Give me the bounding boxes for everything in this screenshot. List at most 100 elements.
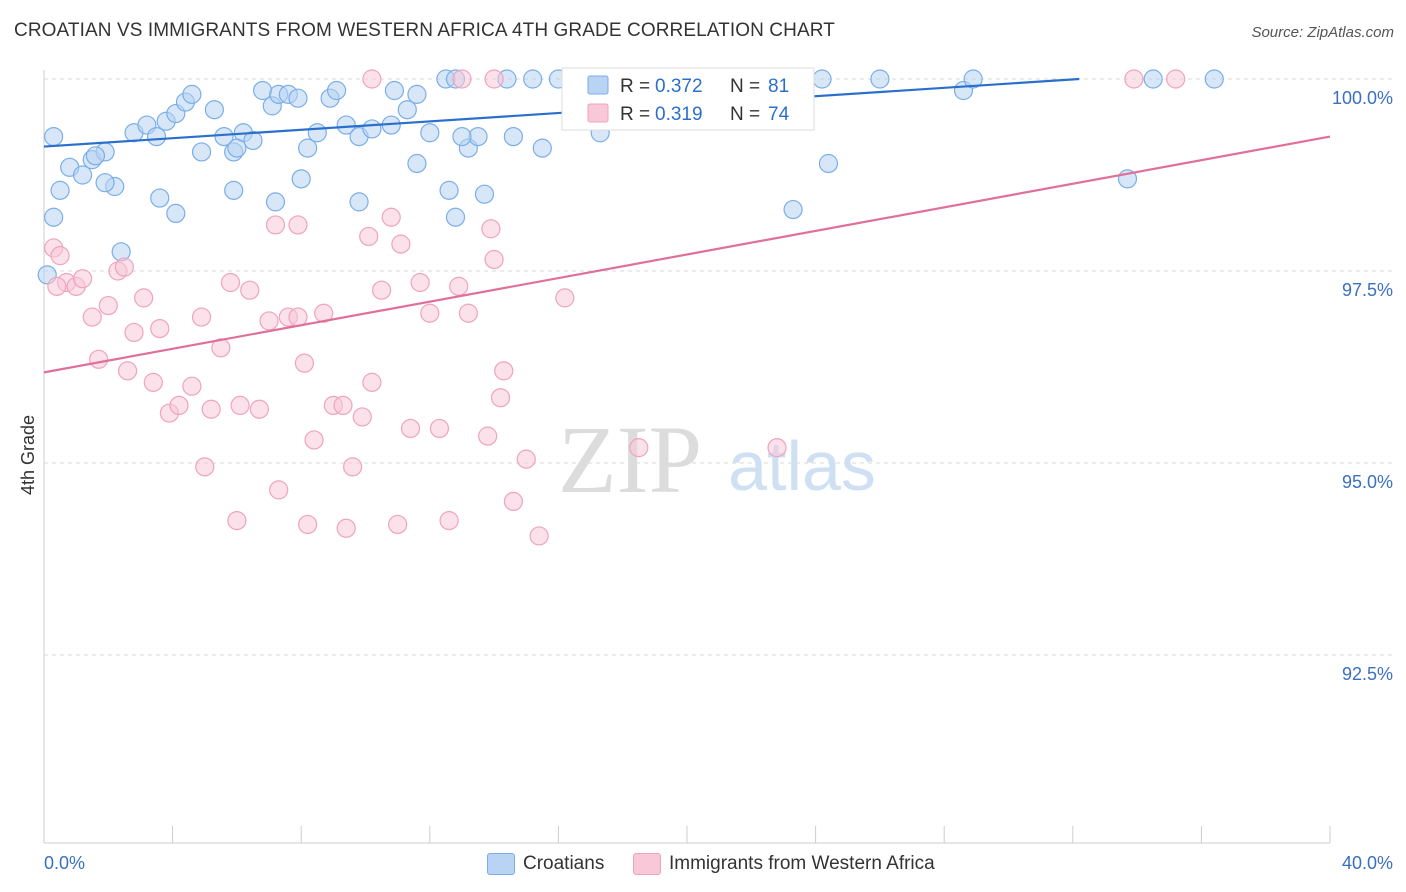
croatians-point bbox=[44, 207, 64, 227]
western-africa-point bbox=[191, 307, 212, 327]
western-africa-point bbox=[82, 307, 102, 327]
croatians-point bbox=[326, 80, 347, 101]
western-africa-point bbox=[1124, 69, 1144, 89]
croatians-point bbox=[362, 119, 382, 139]
western-africa-point bbox=[478, 426, 498, 446]
western-africa-point bbox=[400, 418, 421, 439]
western-africa-point bbox=[381, 207, 401, 227]
croatians-point bbox=[288, 88, 308, 108]
western-africa-point bbox=[336, 518, 356, 538]
y-tick-label: 100.0% bbox=[1332, 88, 1393, 108]
croatians-point bbox=[298, 138, 318, 158]
western-africa-point bbox=[298, 514, 318, 535]
croatians-point bbox=[95, 173, 115, 193]
croatians-point bbox=[204, 100, 224, 120]
western-africa-point bbox=[359, 226, 379, 247]
western-africa-point bbox=[72, 269, 93, 289]
legend-swatch-western-africa bbox=[587, 103, 609, 123]
y-tick-labels: 92.5% 95.0% 97.5% 100.0% bbox=[1332, 88, 1393, 684]
croatians-point bbox=[1143, 69, 1163, 89]
western-africa-point bbox=[371, 280, 392, 300]
western-africa-point bbox=[201, 399, 221, 419]
western-africa-point bbox=[230, 395, 250, 415]
croatians-point bbox=[870, 69, 890, 89]
western-africa-point bbox=[490, 388, 511, 408]
western-africa-point bbox=[89, 349, 109, 369]
croatians-point bbox=[523, 69, 543, 89]
western-africa-point bbox=[294, 353, 315, 373]
legend-r-label: R = bbox=[620, 104, 650, 125]
croatians-point bbox=[407, 84, 427, 104]
western-africa-point bbox=[352, 407, 372, 427]
axes bbox=[43, 70, 1331, 844]
source-label: Source: ZipAtlas.com bbox=[1251, 24, 1394, 41]
y-tick-label: 97.5% bbox=[1342, 280, 1393, 300]
western-africa-point bbox=[269, 480, 289, 500]
western-africa-point bbox=[220, 272, 241, 293]
western-africa-point bbox=[391, 234, 411, 254]
croatians-point bbox=[191, 142, 212, 162]
legend-swatch-croatians bbox=[587, 75, 609, 95]
y-axis-label: 4th Grade bbox=[18, 415, 38, 495]
western-africa-point bbox=[388, 514, 408, 535]
western-africa-point bbox=[362, 372, 382, 392]
croatians-point bbox=[146, 127, 167, 147]
legend-label: Immigrants from Western Africa bbox=[669, 853, 935, 874]
x-tick-label-max: 40.0% bbox=[1342, 853, 1393, 873]
western-africa-point bbox=[516, 449, 536, 469]
croatians-point bbox=[963, 69, 983, 89]
legend-n-label: N = bbox=[730, 76, 760, 97]
western-africa-point bbox=[420, 303, 440, 323]
grid-lines bbox=[44, 78, 1393, 656]
legend-r-label: R = bbox=[620, 76, 650, 97]
croatians-point bbox=[468, 127, 488, 147]
legend-swatch bbox=[633, 853, 661, 875]
legend-item-croatians[interactable]: Croatians bbox=[487, 853, 604, 875]
western-africa-point bbox=[503, 491, 523, 511]
legend-n-label: N = bbox=[730, 104, 760, 125]
western-africa-point bbox=[767, 438, 787, 458]
western-africa-point bbox=[458, 303, 478, 323]
western-africa-point bbox=[343, 457, 363, 477]
western-africa-point bbox=[333, 395, 353, 415]
western-africa-point bbox=[304, 430, 324, 450]
western-africa-point bbox=[288, 307, 308, 327]
western-africa-point bbox=[240, 280, 260, 300]
western-africa-point bbox=[449, 276, 469, 296]
croatians-point bbox=[50, 180, 70, 200]
croatians-point bbox=[150, 188, 170, 208]
western-africa-point bbox=[494, 361, 514, 381]
western-africa-point bbox=[249, 399, 270, 419]
croatians-point bbox=[336, 115, 356, 135]
y-tick-label: 92.5% bbox=[1342, 664, 1393, 684]
western-africa-point bbox=[288, 215, 308, 235]
croatians-point bbox=[253, 80, 273, 101]
western-africa-point bbox=[452, 69, 472, 89]
croatians-point bbox=[783, 199, 803, 220]
croatians-point bbox=[72, 165, 93, 185]
croatians-point bbox=[439, 180, 459, 200]
western-africa-point bbox=[114, 257, 134, 277]
legend-swatch bbox=[487, 853, 515, 875]
watermark-atlas: atlas bbox=[728, 427, 876, 505]
legend-n-value-western-africa: 74 bbox=[768, 104, 790, 125]
croatians-point bbox=[227, 138, 247, 158]
western-africa-trend-line bbox=[43, 135, 1331, 374]
western-africa-point bbox=[484, 249, 504, 270]
western-africa-point bbox=[429, 418, 450, 439]
croatians-point bbox=[445, 207, 466, 227]
legend-label: Croatians bbox=[523, 853, 605, 874]
western-africa-point bbox=[195, 457, 215, 477]
western-africa-point bbox=[362, 69, 382, 89]
western-africa-point bbox=[1166, 69, 1186, 89]
croatians-point bbox=[420, 123, 440, 143]
legend-item-western-africa[interactable]: Immigrants from Western Africa bbox=[633, 853, 935, 875]
croatians-point bbox=[265, 192, 286, 212]
y-tick-label: 95.0% bbox=[1342, 472, 1393, 492]
croatians-point bbox=[397, 100, 417, 120]
western-africa-point bbox=[529, 526, 549, 546]
croatians-point bbox=[224, 180, 244, 200]
western-africa-point bbox=[481, 219, 501, 239]
legend-r-value-croatians: 0.372 bbox=[655, 76, 703, 97]
